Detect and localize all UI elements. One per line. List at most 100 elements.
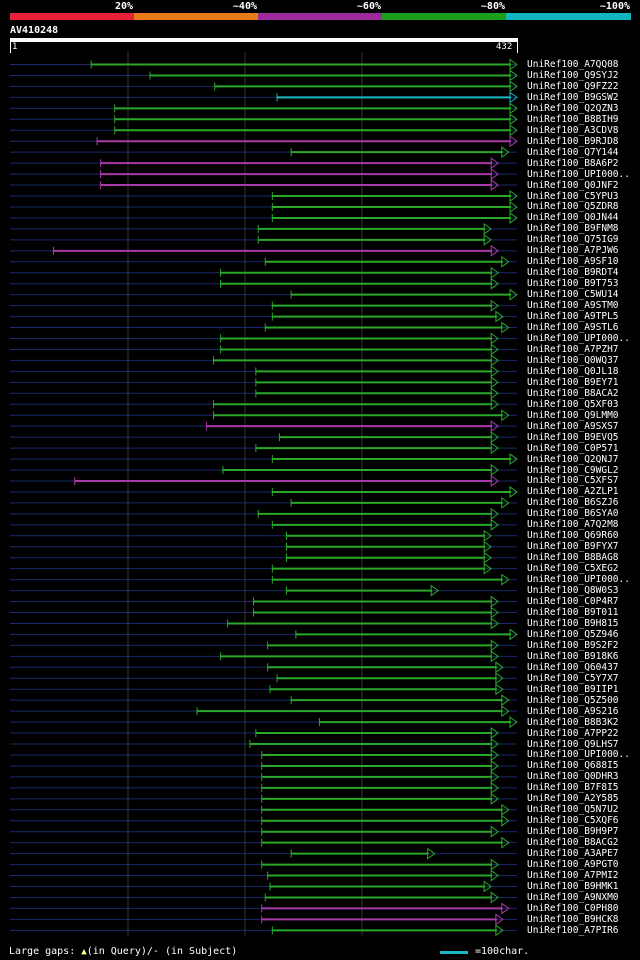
hit-label[interactable]: UniRef100_Q5Z500 (527, 694, 619, 706)
hit-label[interactable]: UniRef100_UPI000.. (527, 749, 630, 761)
hit-row[interactable] (10, 398, 517, 411)
hit-label[interactable]: UniRef100_Q9SYJ2 (527, 69, 619, 81)
hit-row[interactable] (10, 606, 517, 619)
hit-row[interactable] (10, 201, 518, 213)
hit-row[interactable] (10, 409, 517, 422)
hit-label[interactable]: UniRef100_Q2QNJ7 (527, 453, 619, 465)
hit-row[interactable] (10, 924, 517, 937)
hit-row[interactable] (10, 332, 517, 345)
hit-label[interactable]: UniRef100_A7PIR6 (527, 924, 619, 936)
hit-row[interactable] (10, 847, 517, 860)
hit-row[interactable] (10, 913, 517, 926)
hit-label[interactable]: UniRef100_Q2QZN3 (527, 102, 619, 114)
hit-row[interactable] (10, 617, 517, 630)
hit-label[interactable]: UniRef100_B8B3K2 (527, 716, 619, 728)
hit-row[interactable] (10, 80, 518, 93)
hit-label[interactable]: UniRef100_Q75IG9 (527, 234, 619, 246)
hit-label[interactable]: UniRef100_B9RJD8 (527, 135, 619, 147)
hit-row[interactable] (10, 475, 517, 487)
hit-label[interactable]: UniRef100_UPI000.. (527, 168, 630, 180)
hit-row[interactable] (10, 299, 517, 312)
hit-row[interactable] (10, 343, 517, 356)
hit-row[interactable] (10, 869, 517, 882)
hit-label[interactable]: UniRef100_B8BIH9 (527, 113, 619, 125)
hit-label[interactable]: UniRef100_C9WGL2 (527, 464, 619, 476)
hit-row[interactable] (10, 507, 517, 520)
hit-row[interactable] (10, 102, 518, 115)
hit-row[interactable] (10, 825, 517, 838)
hit-row[interactable] (10, 354, 517, 367)
hit-label[interactable]: UniRef100_C5XFS7 (527, 475, 619, 487)
hit-row[interactable] (10, 880, 517, 893)
hit-label[interactable]: UniRef100_Q0JNF2 (527, 179, 619, 191)
hit-row[interactable] (10, 255, 517, 268)
hit-row[interactable] (10, 562, 517, 575)
hit-row[interactable] (10, 661, 517, 674)
hit-row[interactable] (10, 135, 518, 148)
hit-row[interactable] (10, 485, 518, 498)
hit-label[interactable]: UniRef100_Q5N7U2 (527, 804, 619, 816)
hit-row[interactable] (10, 288, 518, 301)
hit-row[interactable] (10, 124, 518, 137)
hit-row[interactable] (10, 431, 517, 444)
hit-row[interactable] (10, 814, 517, 827)
hit-label[interactable]: UniRef100_Q9LMM0 (527, 409, 619, 421)
hit-label[interactable]: UniRef100_B9H9P7 (527, 826, 619, 838)
hit-label[interactable]: UniRef100_B9HCK8 (527, 913, 619, 925)
hit-label[interactable]: UniRef100_A9SF10 (527, 256, 619, 268)
hit-row[interactable] (10, 277, 517, 290)
hit-label[interactable]: UniRef100_B9FYX7 (527, 541, 619, 553)
hit-row[interactable] (10, 321, 517, 334)
hit-row[interactable] (10, 716, 518, 729)
hit-row[interactable] (10, 770, 517, 783)
hit-row[interactable] (10, 584, 517, 597)
hit-label[interactable]: UniRef100_A9PGT0 (527, 859, 619, 871)
hit-label[interactable]: UniRef100_A3APE7 (527, 848, 619, 860)
hit-label[interactable]: UniRef100_B8BAG8 (527, 552, 619, 564)
hit-label[interactable]: UniRef100_Q5ZDR8 (527, 201, 619, 213)
hit-label[interactable]: UniRef100_A9TPL5 (527, 311, 619, 323)
hit-label[interactable]: UniRef100_B9HMK1 (527, 881, 619, 892)
hit-label[interactable]: UniRef100_B9RDT4 (527, 267, 619, 279)
hit-label[interactable]: UniRef100_B9IIP1 (527, 683, 619, 695)
hit-label[interactable]: UniRef100_Q5XF03 (527, 398, 619, 410)
hit-label[interactable]: UniRef100_UPI000.. (527, 574, 630, 586)
hit-row[interactable] (10, 157, 517, 170)
hit-row[interactable] (10, 759, 517, 772)
hit-row[interactable] (10, 58, 518, 71)
hit-row[interactable] (10, 628, 518, 641)
hit-label[interactable]: UniRef100_B8ACA2 (527, 387, 619, 399)
hit-label[interactable]: UniRef100_A9NXM0 (527, 891, 619, 903)
hit-row[interactable] (10, 244, 517, 257)
hit-row[interactable] (10, 69, 518, 82)
hit-row[interactable] (10, 222, 517, 235)
hit-row[interactable] (10, 749, 517, 761)
hit-row[interactable] (10, 738, 517, 750)
hit-row[interactable] (10, 727, 517, 740)
hit-row[interactable] (10, 683, 517, 696)
hit-row[interactable] (10, 233, 517, 246)
hit-row[interactable] (10, 650, 517, 663)
hit-label[interactable]: UniRef100_Q5Z946 (527, 628, 619, 640)
hit-label[interactable]: UniRef100_A9S216 (527, 705, 619, 717)
hit-row[interactable] (10, 858, 517, 871)
hit-row[interactable] (10, 792, 517, 805)
hit-label[interactable]: UniRef100_B8ACG2 (527, 837, 619, 849)
hit-row[interactable] (10, 781, 517, 794)
hit-label[interactable]: UniRef100_A3CDV8 (527, 124, 619, 136)
hit-label[interactable]: UniRef100_Q688I5 (527, 760, 619, 772)
hit-row[interactable] (10, 529, 517, 542)
hit-row[interactable] (10, 211, 518, 224)
hit-row[interactable] (10, 442, 517, 455)
hit-label[interactable]: UniRef100_C0P571 (527, 442, 619, 454)
hit-label[interactable]: UniRef100_C5Y7X7 (527, 672, 619, 684)
hit-row[interactable] (10, 639, 517, 652)
hit-label[interactable]: UniRef100_C5XEG2 (527, 563, 619, 575)
hit-row[interactable] (10, 891, 517, 904)
hit-label[interactable]: UniRef100_B9EY71 (527, 376, 619, 388)
hit-label[interactable]: UniRef100_C0PH80 (527, 902, 619, 914)
hit-label[interactable]: UniRef100_B6SZJ6 (527, 497, 619, 509)
hit-label[interactable]: UniRef100_B9T011 (527, 607, 619, 618)
hit-row[interactable] (10, 694, 517, 707)
hit-row[interactable] (10, 146, 517, 159)
